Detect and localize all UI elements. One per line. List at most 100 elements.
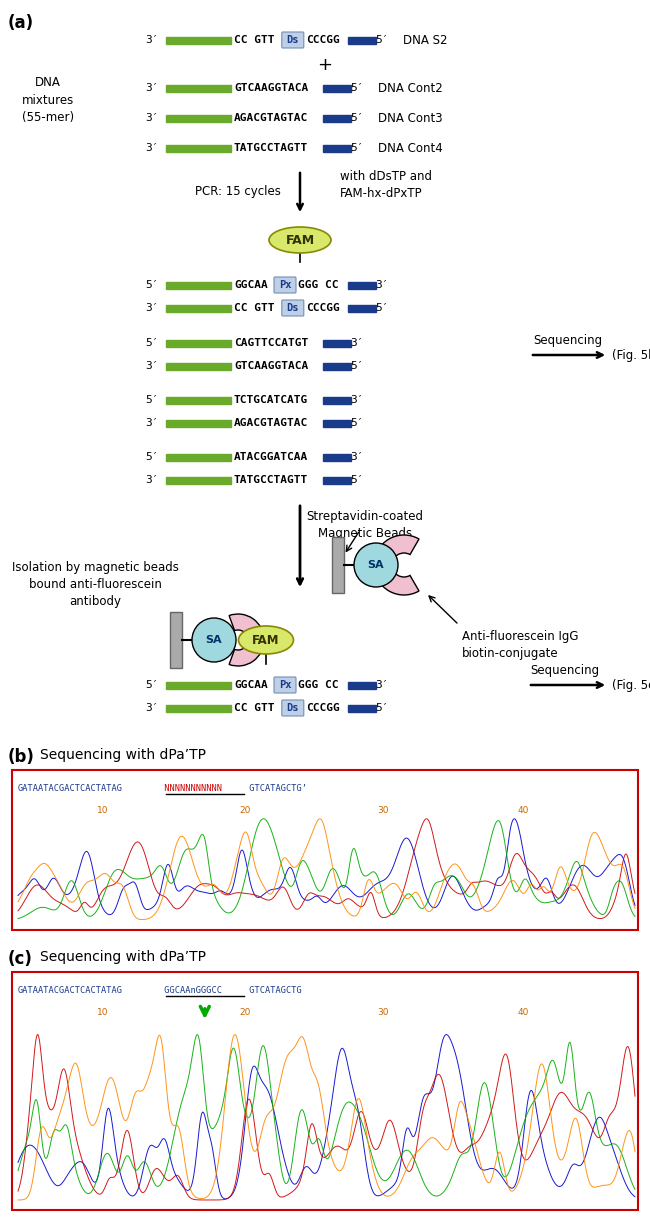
- Text: (Fig. 5b): (Fig. 5b): [612, 349, 650, 361]
- Text: 20: 20: [239, 1009, 251, 1017]
- Text: 3′: 3′: [145, 419, 159, 428]
- Text: 40: 40: [517, 1009, 528, 1017]
- Text: NNNNNNNNNNN: NNNNNNNNNNN: [159, 785, 222, 793]
- Text: SA: SA: [368, 561, 384, 570]
- Text: TATGCCTAGTT: TATGCCTAGTT: [234, 475, 308, 485]
- Text: 5′: 5′: [350, 361, 363, 371]
- Text: GTCATAGCTG: GTCATAGCTG: [244, 987, 302, 995]
- Text: Anti-fluorescein IgG
biotin-conjugate: Anti-fluorescein IgG biotin-conjugate: [462, 630, 578, 660]
- Text: 5′: 5′: [375, 703, 389, 714]
- Text: GATAATACGACTCACTATAG: GATAATACGACTCACTATAG: [18, 785, 123, 793]
- Text: CC GTT: CC GTT: [234, 703, 274, 714]
- Text: Sequencing: Sequencing: [533, 334, 602, 346]
- Bar: [348, 37, 376, 44]
- Text: 3′: 3′: [145, 703, 159, 714]
- Wedge shape: [229, 614, 264, 666]
- Ellipse shape: [239, 625, 294, 654]
- Bar: [323, 420, 351, 426]
- Text: 3′: 3′: [145, 361, 159, 371]
- Bar: [166, 362, 231, 370]
- Bar: [166, 476, 231, 483]
- Text: 3′: 3′: [350, 452, 363, 461]
- Text: 3′: 3′: [375, 681, 389, 690]
- Text: 30: 30: [377, 805, 389, 815]
- Bar: [348, 282, 376, 289]
- Wedge shape: [374, 535, 419, 595]
- Bar: [12, 770, 638, 930]
- Text: GGG CC: GGG CC: [298, 681, 339, 690]
- Text: 3′: 3′: [350, 338, 363, 348]
- Text: 3′: 3′: [145, 83, 159, 93]
- Ellipse shape: [269, 226, 331, 253]
- Bar: [166, 37, 231, 44]
- Bar: [166, 115, 231, 121]
- Text: Ds: Ds: [287, 35, 299, 45]
- Text: 3′: 3′: [145, 35, 159, 45]
- Bar: [323, 476, 351, 483]
- Text: 5′: 5′: [350, 83, 363, 93]
- Text: 3′: 3′: [350, 395, 363, 405]
- Text: TATGCCTAGTT: TATGCCTAGTT: [234, 143, 308, 153]
- Text: CAGTTCCATGT: CAGTTCCATGT: [234, 338, 308, 348]
- Text: DNA Cont3: DNA Cont3: [378, 111, 443, 125]
- FancyBboxPatch shape: [274, 277, 296, 293]
- Text: SA: SA: [205, 635, 222, 645]
- Text: CC GTT: CC GTT: [234, 304, 274, 313]
- Text: GGCAAnGGGCC: GGCAAnGGGCC: [159, 987, 222, 995]
- Bar: [166, 454, 231, 460]
- Text: Streptavidin-coated
Magnetic Beads: Streptavidin-coated Magnetic Beads: [307, 510, 424, 540]
- Circle shape: [192, 618, 236, 662]
- Text: +: +: [317, 56, 333, 73]
- Text: TCTGCATCATG: TCTGCATCATG: [234, 395, 308, 405]
- Text: 10: 10: [98, 1009, 109, 1017]
- Text: ATACGGATCAA: ATACGGATCAA: [234, 452, 308, 461]
- Bar: [166, 84, 231, 92]
- Text: Isolation by magnetic beads
bound anti-fluorescein
antibody: Isolation by magnetic beads bound anti-f…: [12, 562, 179, 608]
- Circle shape: [354, 543, 398, 588]
- Text: Sequencing with dPa’TP: Sequencing with dPa’TP: [40, 950, 206, 965]
- Bar: [166, 397, 231, 404]
- Text: Px: Px: [279, 280, 291, 290]
- Text: 3′: 3′: [145, 304, 159, 313]
- Bar: [323, 339, 351, 346]
- Text: 3′: 3′: [145, 475, 159, 485]
- Text: DNA Cont2: DNA Cont2: [378, 82, 443, 94]
- Text: CCCGG: CCCGG: [306, 703, 339, 714]
- Text: 40: 40: [517, 805, 528, 815]
- FancyBboxPatch shape: [282, 32, 304, 48]
- Text: 3′: 3′: [145, 143, 159, 153]
- Bar: [12, 972, 638, 1211]
- Text: 5′: 5′: [145, 280, 159, 290]
- Text: (c): (c): [8, 950, 33, 968]
- Text: 20: 20: [239, 805, 251, 815]
- Text: 5′: 5′: [350, 113, 363, 122]
- Text: CCCGG: CCCGG: [306, 35, 339, 45]
- Text: (Fig. 5c): (Fig. 5c): [612, 678, 650, 692]
- Text: DNA S2: DNA S2: [403, 33, 447, 47]
- Text: 3′: 3′: [145, 113, 159, 122]
- Bar: [166, 420, 231, 426]
- Text: (b): (b): [8, 748, 35, 766]
- Bar: [348, 305, 376, 311]
- Text: GTCATAGCTG’: GTCATAGCTG’: [244, 785, 307, 793]
- Text: FAM: FAM: [285, 234, 315, 246]
- Text: CC GTT: CC GTT: [234, 35, 274, 45]
- Bar: [166, 305, 231, 311]
- Text: 5′: 5′: [145, 681, 159, 690]
- Text: (a): (a): [8, 13, 34, 32]
- Text: 5′: 5′: [375, 304, 389, 313]
- Text: Ds: Ds: [287, 703, 299, 714]
- Text: GTCAAGGTACA: GTCAAGGTACA: [234, 83, 308, 93]
- Text: with dDsTP and
FAM-hx-dPxTP: with dDsTP and FAM-hx-dPxTP: [340, 170, 432, 200]
- Text: AGACGTAGTAC: AGACGTAGTAC: [234, 419, 308, 428]
- Bar: [166, 705, 231, 711]
- Text: GATAATACGACTCACTATAG: GATAATACGACTCACTATAG: [18, 987, 123, 995]
- Bar: [323, 397, 351, 404]
- Text: Sequencing with dPa’TP: Sequencing with dPa’TP: [40, 748, 206, 763]
- Text: 5′: 5′: [350, 475, 363, 485]
- Bar: [323, 115, 351, 121]
- Text: 5′: 5′: [145, 452, 159, 461]
- Text: Px: Px: [279, 681, 291, 690]
- Text: AGACGTAGTAC: AGACGTAGTAC: [234, 113, 308, 122]
- Bar: [166, 339, 231, 346]
